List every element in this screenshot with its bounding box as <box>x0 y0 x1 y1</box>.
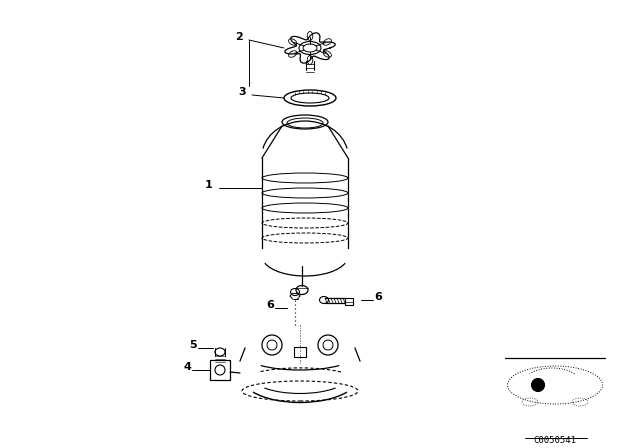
Text: 6: 6 <box>266 300 274 310</box>
Text: 1: 1 <box>205 180 212 190</box>
Bar <box>294 347 306 357</box>
Text: 5: 5 <box>189 340 196 350</box>
Bar <box>345 298 353 305</box>
Text: 2: 2 <box>235 32 243 42</box>
Text: 6: 6 <box>374 292 382 302</box>
Text: C0050541: C0050541 <box>534 436 577 445</box>
Ellipse shape <box>531 379 545 392</box>
Text: 3: 3 <box>238 87 246 97</box>
Text: 4: 4 <box>183 362 191 372</box>
